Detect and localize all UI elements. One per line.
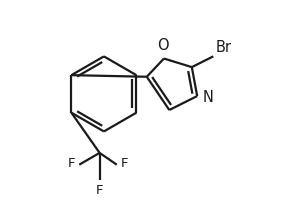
Text: F: F	[121, 157, 129, 170]
Text: F: F	[96, 184, 103, 197]
Text: O: O	[157, 38, 169, 53]
Text: F: F	[68, 157, 75, 170]
Text: N: N	[202, 90, 213, 105]
Text: Br: Br	[215, 40, 231, 55]
